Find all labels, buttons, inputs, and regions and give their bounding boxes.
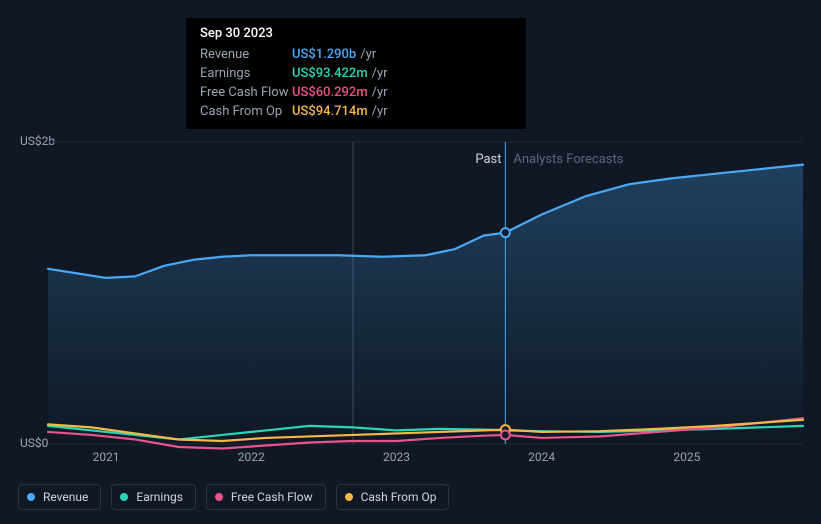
tooltip-row-unit: /yr [372,66,388,81]
tooltip-row-label: Cash From Op [200,104,292,119]
chart-tooltip: Sep 30 2023 RevenueUS$1.290b/yrEarningsU… [186,18,526,129]
x-axis-label: 2024 [528,450,555,464]
legend-label: Free Cash Flow [231,490,313,504]
legend-item-cfo[interactable]: Cash From Op [336,484,450,510]
tooltip-row: RevenueUS$1.290b/yr [200,45,512,64]
tooltip-row: Cash From OpUS$94.714m/yr [200,102,512,121]
tooltip-row-label: Free Cash Flow [200,85,292,100]
legend: Revenue Earnings Free Cash Flow Cash From O… [18,484,449,510]
tooltip-row-label: Revenue [200,47,292,62]
tooltip-date: Sep 30 2023 [200,26,512,41]
legend-label: Cash From Op [361,490,437,504]
tooltip-row-value: US$60.292m [292,85,368,100]
legend-dot-icon [345,493,353,501]
legend-dot-icon [120,493,128,501]
legend-label: Revenue [43,490,88,504]
tooltip-row: Free Cash FlowUS$60.292m/yr [200,83,512,102]
x-axis-label: 2025 [673,450,700,464]
legend-label: Earnings [136,490,183,504]
legend-item-earnings[interactable]: Earnings [111,484,196,510]
tooltip-row: EarningsUS$93.422m/yr [200,64,512,83]
legend-item-fcf[interactable]: Free Cash Flow [206,484,326,510]
x-axis-label: 2022 [238,450,265,464]
tooltip-row-label: Earnings [200,66,292,81]
past-label: Past [475,152,501,167]
tooltip-row-value: US$94.714m [292,104,368,119]
forecast-label: Analysts Forecasts [513,152,623,167]
tooltip-row-unit: /yr [372,104,388,119]
x-axis-label: 2021 [93,450,120,464]
tooltip-row-unit: /yr [360,47,376,62]
tooltip-row-value: US$1.290b [292,47,356,62]
x-axis-label: 2023 [383,450,410,464]
legend-item-revenue[interactable]: Revenue [18,484,101,510]
legend-dot-icon [27,493,35,501]
tooltip-row-unit: /yr [372,85,388,100]
legend-dot-icon [215,493,223,501]
tooltip-row-value: US$93.422m [292,66,368,81]
